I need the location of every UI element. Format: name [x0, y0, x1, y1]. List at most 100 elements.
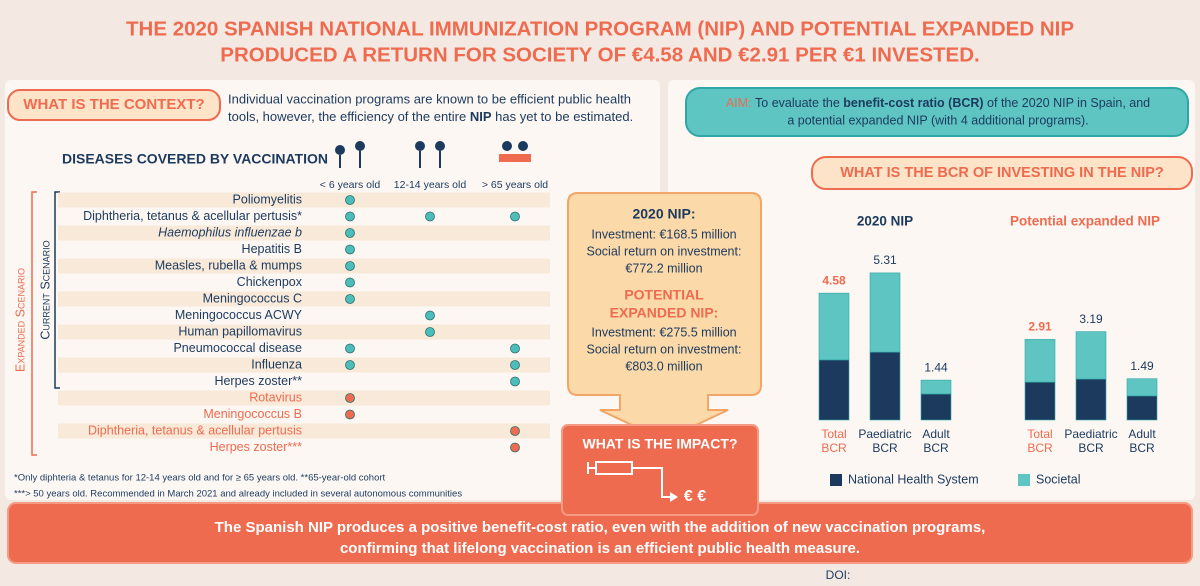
bar-segment — [920, 393, 952, 421]
impact-symbol: € € — [684, 488, 706, 505]
summary-line: Social return on investment: — [587, 244, 742, 258]
row-stripe — [58, 423, 550, 439]
impact-heading: WHAT IS THE IMPACT? — [582, 436, 737, 452]
category-line: BCR — [923, 441, 949, 455]
total-label: 3.19 — [1079, 312, 1103, 326]
summary-line: Investment: €275.5 million — [591, 325, 736, 339]
aim-text: a potential expanded NIP (with 4 additio… — [787, 113, 1088, 127]
expanded-scenario-label: Expanded Scenario — [13, 268, 27, 372]
bar-segment — [1024, 339, 1056, 383]
icon-teen — [415, 141, 425, 151]
category-label: Total BCR — [821, 427, 847, 455]
coverage-dot — [510, 442, 520, 453]
footnote: ***> 50 years old. Recommended in March … — [14, 489, 462, 500]
row-stripe — [58, 225, 550, 241]
disease-name: Herpes zoster*** — [210, 440, 303, 454]
disease-name: Influenza — [251, 357, 302, 371]
age-group: < 6 years old — [320, 179, 381, 191]
bar-segment — [1075, 378, 1107, 421]
disease-name: Meningococcus C — [203, 291, 302, 305]
icon-child — [355, 141, 365, 151]
legend-label: Societal — [1036, 472, 1080, 486]
category-label: Adult BCR — [922, 427, 950, 455]
summary-heading: POTENTIAL — [624, 287, 704, 303]
coverage-dot — [345, 277, 355, 288]
impact-arrow — [656, 467, 670, 498]
category-line: Paediatric — [1064, 427, 1117, 441]
icon-teen — [435, 141, 445, 151]
bar-segment — [920, 379, 952, 395]
current-scenario-label: Current Scenario — [38, 240, 52, 339]
category-label: Adult BCR — [1128, 427, 1156, 455]
context-text: Individual vaccination programs are know… — [228, 91, 631, 106]
expanded-bracket — [31, 191, 37, 456]
conclusion-line: confirming that lifelong vaccination is … — [340, 540, 860, 557]
chart-title: Potential expanded NIP — [1010, 214, 1160, 229]
legend-swatch — [1018, 474, 1030, 486]
category-line: BCR — [872, 441, 898, 455]
row-stripe — [58, 192, 550, 208]
coverage-dot — [345, 228, 355, 238]
category-line: BCR — [1129, 441, 1155, 455]
context-pill — [7, 89, 221, 121]
disease-name: Human papillomavirus — [178, 324, 302, 338]
age-icons — [335, 141, 531, 168]
bcr-pill — [811, 156, 1193, 190]
aim-span: To evaluate the — [755, 96, 843, 110]
category-label: Paediatric BCR — [858, 427, 911, 455]
bar-segment — [818, 359, 850, 421]
diseases-heading: DISEASES COVERED BY VACCINATION — [62, 151, 328, 167]
disease-name: Poliomyelitis — [233, 192, 302, 206]
age-group: > 65 years old — [482, 179, 548, 191]
disease-name: Chickenpox — [237, 275, 303, 289]
conclusion-line: The Spanish NIP produces a positive bene… — [215, 519, 986, 536]
legend-swatch — [830, 474, 842, 486]
category-line: Adult — [1128, 427, 1156, 441]
total-label: 1.49 — [1130, 359, 1154, 373]
category-line: BCR — [1078, 441, 1104, 455]
category-line: Paediatric — [858, 427, 911, 441]
coverage-dot — [510, 360, 520, 370]
coverage-dot — [345, 261, 355, 271]
coverage-dot — [345, 244, 355, 255]
aim-box — [685, 87, 1189, 137]
summary-heading: EXPANDED NIP: — [610, 305, 719, 321]
context-text: tools, however, the efficiency of the en… — [228, 109, 633, 124]
aim-label: AIM: — [726, 96, 752, 110]
total-label: 2.91 — [1028, 320, 1052, 334]
row-stripe — [58, 390, 550, 406]
coverage-dot — [345, 195, 355, 205]
aim-text: AIM: To evaluate the benefit-cost ratio … — [726, 96, 1150, 110]
icon-child — [335, 145, 345, 155]
disease-name: Pneumococcal disease — [173, 341, 302, 355]
row-stripe — [58, 357, 550, 373]
summary-line: €772.2 million — [625, 261, 702, 275]
total-label: 5.31 — [873, 253, 897, 267]
aim-span: benefit-cost ratio (BCR) — [843, 96, 983, 110]
disease-name: Rotavirus — [249, 390, 302, 404]
row-stripe — [58, 291, 550, 307]
summary-line: €803.0 million — [625, 359, 702, 373]
disease-name: Meningococcus B — [203, 407, 302, 421]
summary-line: Investment: €168.5 million — [591, 227, 736, 241]
coverage-dot — [345, 393, 355, 403]
footnote: *Only diphteria & tetanus for 12-14 year… — [14, 473, 386, 484]
context-span: tools, however, the efficiency of the en… — [228, 109, 470, 124]
bar-segment — [1024, 381, 1056, 421]
row-stripe — [58, 258, 550, 274]
category-line: BCR — [1027, 441, 1053, 455]
category-line: Total — [1027, 427, 1052, 441]
coverage-dot — [345, 343, 355, 354]
coverage-dot — [425, 211, 435, 222]
age-group: 12-14 years old — [394, 179, 467, 191]
category-line: Adult — [922, 427, 950, 441]
category-label: Paediatric BCR — [1064, 427, 1117, 455]
bar-segment — [818, 292, 850, 361]
disease-name: Diphtheria, tetanus & acellular pertusis… — [83, 209, 302, 223]
coverage-dot — [345, 211, 355, 222]
total-label: 1.44 — [924, 360, 948, 374]
disease-name: Herpes zoster** — [214, 374, 302, 388]
disease-name: Measles, rubella & mumps — [155, 258, 302, 272]
syringe-icon — [587, 461, 670, 498]
